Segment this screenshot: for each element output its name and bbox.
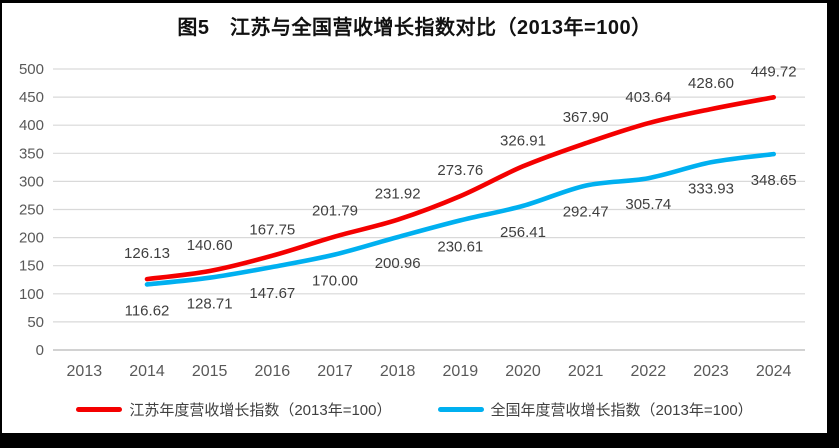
y-tick-label: 100 bbox=[19, 286, 44, 303]
y-tick-label: 50 bbox=[27, 314, 44, 331]
data-label-national: 128.71 bbox=[187, 296, 233, 313]
data-label-national: 170.00 bbox=[312, 272, 358, 289]
data-label-national: 147.67 bbox=[249, 285, 295, 302]
data-label-jiangsu: 201.79 bbox=[312, 203, 358, 220]
y-tick-label: 350 bbox=[19, 145, 44, 162]
y-tick-label: 400 bbox=[19, 117, 44, 134]
legend-label-national: 全国年度营收增长指数（2013年=100） bbox=[490, 401, 753, 419]
data-label-national: 292.47 bbox=[563, 204, 609, 221]
legend-item-national: 全国年度营收增长指数（2013年=100） bbox=[437, 399, 753, 420]
data-label-jiangsu: 367.90 bbox=[563, 109, 609, 126]
data-label-jiangsu: 273.76 bbox=[437, 162, 483, 179]
blue-line-swatch-icon bbox=[437, 406, 484, 412]
x-tick-label: 2014 bbox=[129, 363, 165, 380]
y-tick-label: 300 bbox=[19, 173, 44, 190]
data-label-national: 230.61 bbox=[437, 238, 483, 255]
x-tick-label: 2021 bbox=[568, 363, 604, 380]
data-label-jiangsu: 428.60 bbox=[688, 75, 734, 92]
data-label-national: 348.65 bbox=[751, 172, 797, 189]
x-tick-label: 2020 bbox=[505, 363, 541, 380]
data-label-national: 305.74 bbox=[625, 196, 671, 213]
y-tick-label: 500 bbox=[19, 61, 44, 78]
data-label-jiangsu: 167.75 bbox=[249, 222, 295, 239]
red-line-swatch-icon bbox=[76, 406, 123, 412]
data-label-jiangsu: 231.92 bbox=[375, 186, 421, 203]
data-label-jiangsu: 403.64 bbox=[625, 89, 671, 106]
y-tick-label: 0 bbox=[36, 342, 44, 359]
x-tick-label: 2019 bbox=[443, 363, 479, 380]
data-label-jiangsu: 326.91 bbox=[500, 132, 546, 149]
x-tick-label: 2023 bbox=[693, 363, 729, 380]
chart-title: 图5 江苏与全国营收增长指数对比（2013年=100） bbox=[177, 17, 652, 39]
x-tick-label: 2022 bbox=[631, 363, 667, 380]
data-label-jiangsu: 140.60 bbox=[187, 237, 233, 254]
data-label-national: 256.41 bbox=[500, 224, 546, 241]
data-label-national: 333.93 bbox=[688, 180, 734, 197]
data-label-jiangsu: 449.72 bbox=[751, 63, 797, 80]
x-tick-label: 2017 bbox=[317, 363, 353, 380]
series-line-national bbox=[144, 151, 776, 287]
legend-item-jiangsu: 江苏年度营收增长指数（2013年=100） bbox=[76, 399, 392, 420]
data-label-national: 116.62 bbox=[125, 302, 170, 319]
x-tick-label: 2024 bbox=[756, 363, 792, 380]
chart-canvas bbox=[2, 3, 827, 433]
x-tick-label: 2016 bbox=[255, 363, 291, 380]
y-tick-label: 450 bbox=[19, 89, 44, 106]
x-tick-label: 2015 bbox=[192, 363, 228, 380]
series-line-jiangsu bbox=[144, 95, 776, 282]
x-tick-label: 2018 bbox=[380, 363, 416, 380]
y-tick-label: 250 bbox=[19, 202, 44, 219]
y-tick-label: 200 bbox=[19, 230, 44, 247]
data-label-national: 200.96 bbox=[375, 255, 421, 272]
x-tick-label: 2013 bbox=[67, 363, 103, 380]
data-label-jiangsu: 126.13 bbox=[124, 245, 170, 262]
y-tick-label: 150 bbox=[19, 258, 44, 275]
chart-legend: 江苏年度营收增长指数（2013年=100） 全国年度营收增长指数（2013年=1… bbox=[2, 396, 827, 422]
legend-label-jiangsu: 江苏年度营收增长指数（2013年=100） bbox=[129, 401, 392, 419]
